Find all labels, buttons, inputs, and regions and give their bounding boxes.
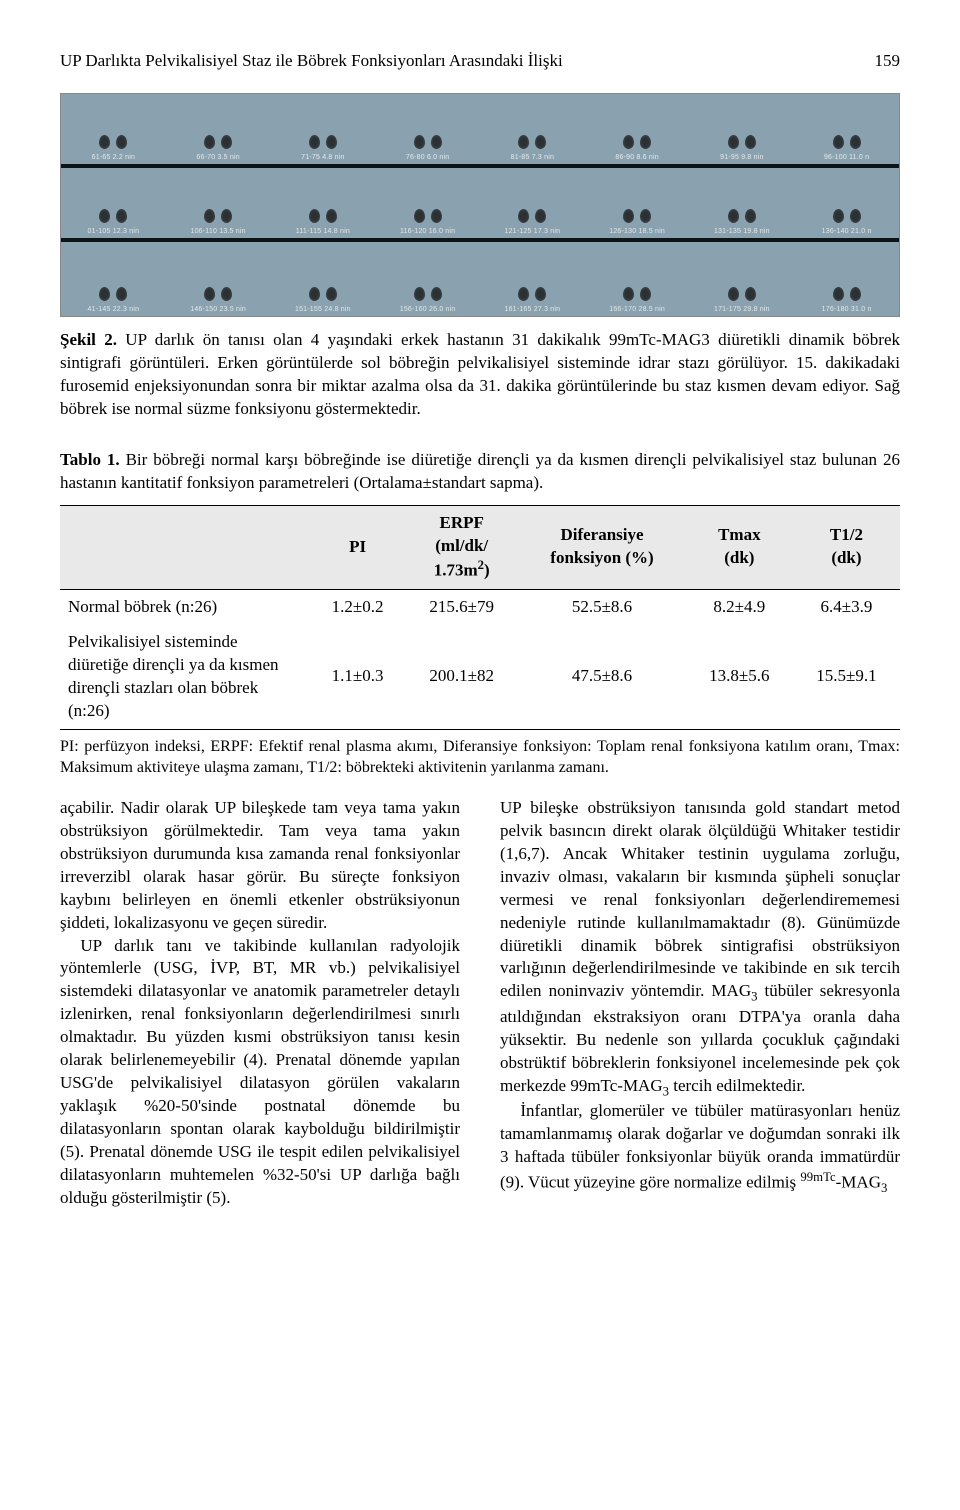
cell: 47.5±8.6 — [518, 625, 686, 729]
table-label: Tablo 1. — [60, 450, 120, 469]
left-column: açabilir. Nadir olarak UP bileşkede tam … — [60, 797, 460, 1210]
body-columns: açabilir. Nadir olarak UP bileşkede tam … — [60, 797, 900, 1210]
table-caption: Tablo 1. Bir böbreği normal karşı böbreğ… — [60, 449, 900, 495]
table-row: Normal böbrek (n:26) 1.2±0.2 215.6±79 52… — [60, 590, 900, 625]
figure-caption: Şekil 2. UP darlık ön tanısı olan 4 yaşı… — [60, 329, 900, 421]
cell: 1.2±0.2 — [310, 590, 405, 625]
col-header: Tmax (dk) — [686, 505, 793, 589]
col-header: T1/2 (dk) — [793, 505, 900, 589]
paragraph: açabilir. Nadir olarak UP bileşkede tam … — [60, 797, 460, 935]
figure-label: Şekil 2. — [60, 330, 117, 349]
cell: 13.8±5.6 — [686, 625, 793, 729]
col-header: ERPF (ml/dk/ 1.73m2) — [405, 505, 518, 589]
page-number: 159 — [875, 50, 901, 73]
figure-2: 61-65 2.2 nin 66-70 3.5 nin 71-75 4.8 ni… — [60, 93, 900, 421]
cell: 52.5±8.6 — [518, 590, 686, 625]
paragraph: UP bileşke obstrüksiyon tanısında gold s… — [500, 797, 900, 1101]
col-header: PI — [310, 505, 405, 589]
paragraph: UP darlık tanı ve takibinde kullanılan r… — [60, 935, 460, 1210]
cell: 15.5±9.1 — [793, 625, 900, 729]
table-header-row: PI ERPF (ml/dk/ 1.73m2) Diferansiye fonk… — [60, 505, 900, 589]
cell: 6.4±3.9 — [793, 590, 900, 625]
page-header: UP Darlıkta Pelvikalisiyel Staz ile Böbr… — [60, 50, 900, 73]
table-footnote: PI: perfüzyon indeksi, ERPF: Efektif ren… — [60, 736, 900, 779]
col-header: Diferansiye fonksiyon (%) — [518, 505, 686, 589]
scint-row: 41-145 22.3 nin 146-150 23.5 nin 151-155… — [61, 242, 899, 316]
figure-caption-text: UP darlık ön tanısı olan 4 yaşındaki erk… — [60, 330, 900, 418]
paragraph: İnfantlar, glomerüler ve tübüler matüras… — [500, 1100, 900, 1197]
cell: 1.1±0.3 — [310, 625, 405, 729]
scint-row: 01-105 12.3 nin 106-110 13.5 nin 111-115… — [61, 168, 899, 242]
col-header — [60, 505, 310, 589]
row-label: Pelvikalisiyel sisteminde diüretiğe dire… — [60, 625, 310, 729]
data-table: PI ERPF (ml/dk/ 1.73m2) Diferansiye fonk… — [60, 505, 900, 730]
cell: 8.2±4.9 — [686, 590, 793, 625]
table-caption-text: Bir böbreği normal karşı böbreğinde ise … — [60, 450, 900, 492]
table-row: Pelvikalisiyel sisteminde diüretiğe dire… — [60, 625, 900, 729]
row-label: Normal böbrek (n:26) — [60, 590, 310, 625]
right-column: UP bileşke obstrüksiyon tanısında gold s… — [500, 797, 900, 1210]
cell: 215.6±79 — [405, 590, 518, 625]
scintigraphy-image: 61-65 2.2 nin 66-70 3.5 nin 71-75 4.8 ni… — [60, 93, 900, 317]
running-title: UP Darlıkta Pelvikalisiyel Staz ile Böbr… — [60, 50, 563, 73]
scint-row: 61-65 2.2 nin 66-70 3.5 nin 71-75 4.8 ni… — [61, 94, 899, 168]
cell: 200.1±82 — [405, 625, 518, 729]
